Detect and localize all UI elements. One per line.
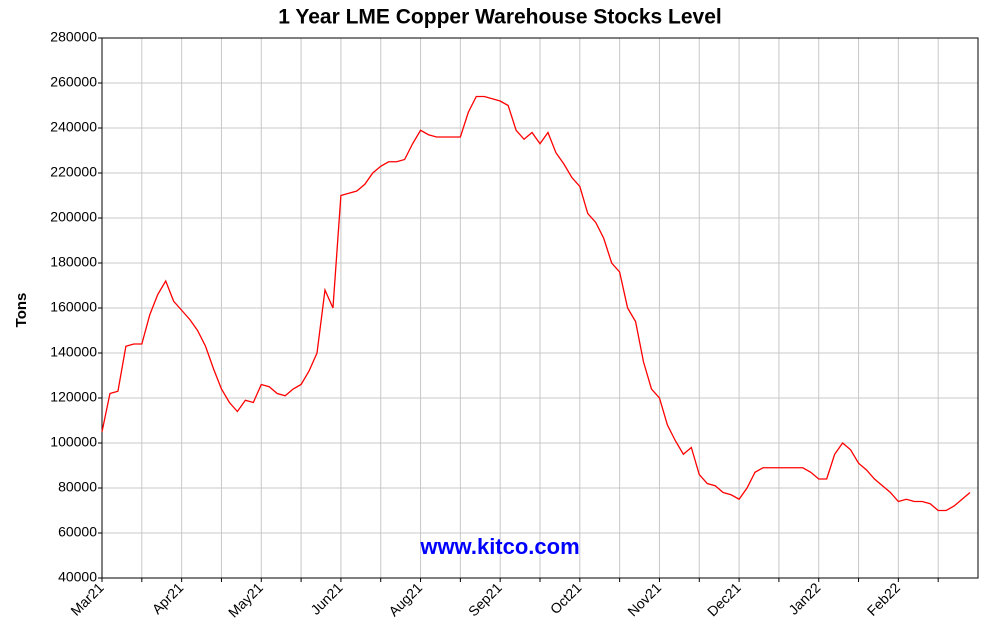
y-tick-label: 260000 <box>50 74 97 90</box>
y-tick-label: 280000 <box>50 29 97 45</box>
plot-border <box>101 37 979 579</box>
y-axis-label: Tons <box>13 293 30 328</box>
y-tick-label: 60000 <box>58 524 97 540</box>
y-tick-label: 80000 <box>58 479 97 495</box>
y-tick-label: 160000 <box>50 299 97 315</box>
watermark: www.kitco.com <box>419 534 579 559</box>
y-tick-label: 180000 <box>50 254 97 270</box>
y-tick-label: 100000 <box>50 434 97 450</box>
y-tick-label: 120000 <box>50 389 97 405</box>
y-tick-label: 40000 <box>58 569 97 585</box>
y-tick-label: 240000 <box>50 119 97 135</box>
y-tick-label: 220000 <box>50 164 97 180</box>
chart-title: 1 Year LME Copper Warehouse Stocks Level <box>278 6 722 29</box>
y-tick-label: 140000 <box>50 344 97 360</box>
line <box>101 95 971 512</box>
y-tick-label: 200000 <box>50 209 97 225</box>
